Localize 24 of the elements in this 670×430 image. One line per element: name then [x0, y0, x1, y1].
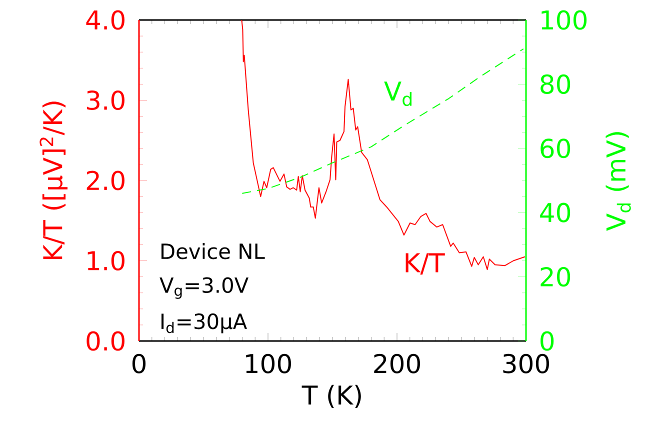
y-tick-label: 4.0 — [86, 10, 124, 30]
y2-axis-title: V$_{d}$ (mV) — [606, 132, 631, 231]
x-axis-title: T (K) — [302, 384, 361, 408]
y-tick-label: 1.0 — [88, 250, 124, 271]
series-label: K/T — [406, 253, 445, 275]
y-axis-title: K/T ([μV]$^{2}$/K) — [40, 102, 68, 260]
y-tick-label: 0.0 — [86, 331, 124, 351]
series-label: V$_{d}$ — [384, 82, 412, 106]
y2-tick-label: 60 — [540, 138, 570, 158]
annotation: Device NL — [161, 243, 265, 260]
x-tick-label: 0 — [132, 354, 146, 374]
x-tick-label: 100 — [246, 354, 291, 374]
y-tick-label: 3.0 — [86, 90, 124, 110]
annotation: I$_{d}$=30μA — [161, 313, 247, 334]
y-tick-label: 2.0 — [86, 170, 124, 190]
x-tick-label: 300 — [503, 354, 549, 374]
annotation: V$_{g}$=3.0V — [160, 277, 248, 299]
y2-tick-label: 40 — [540, 202, 570, 222]
line-series — [242, 48, 524, 194]
y2-tick-label: 100 — [542, 10, 587, 30]
y2-tick-label: 0 — [540, 331, 554, 351]
y2-tick-label: 20 — [540, 266, 570, 287]
y2-tick-label: 80 — [540, 74, 570, 94]
x-tick-label: 200 — [374, 354, 420, 374]
